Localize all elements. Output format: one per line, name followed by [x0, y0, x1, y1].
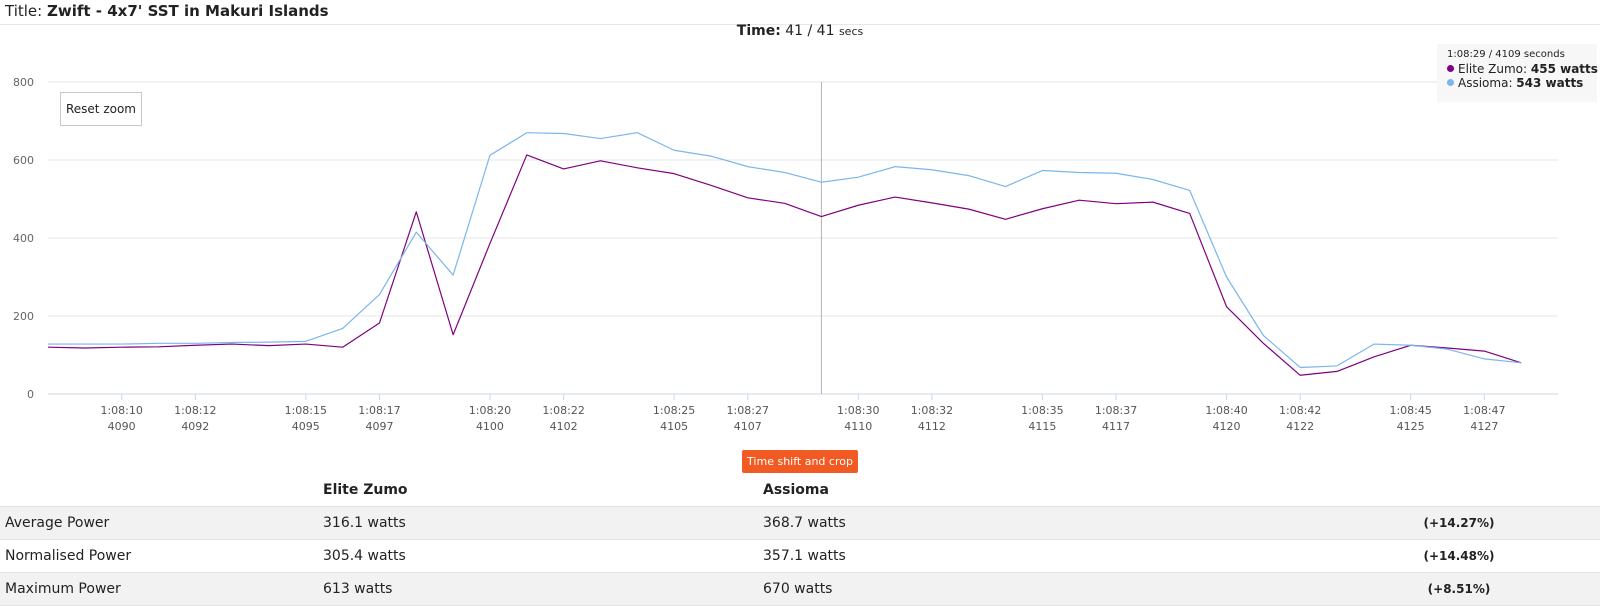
power-chart[interactable]: 0 200 400 600 800 1:08:10 4090 1:08:12 4092 1:08:… [0, 44, 1600, 444]
y-tick-label: 200 [13, 310, 34, 323]
x-tick-time-label: 1:08:27 [727, 404, 769, 417]
x-tick-time-label: 1:08:10 [100, 404, 142, 417]
stats-table: Elite Zumo Assioma Average Power 316.1 w… [0, 474, 1600, 606]
x-tick-time-label: 1:08:17 [358, 404, 400, 417]
x-tick-seconds-label: 4092 [181, 420, 209, 433]
legend-dot-icon [1447, 79, 1454, 86]
x-tick-time-label: 1:08:30 [837, 404, 879, 417]
x-tick-time-label: 1:08:22 [542, 404, 584, 417]
stat-value-b: 670 watts [758, 572, 1318, 606]
stat-delta: (+14.27%) [1318, 506, 1600, 540]
x-tick-time-label: 1:08:35 [1021, 404, 1063, 417]
stats-row: Average Power 316.1 watts 368.7 watts (+… [0, 506, 1600, 540]
x-tick-time-label: 1:08:20 [469, 404, 511, 417]
x-tick-time-label: 1:08:47 [1463, 404, 1505, 417]
tooltip-series-value: 455 watts [1530, 62, 1598, 76]
x-tick-seconds-label: 4102 [550, 420, 578, 433]
x-tick-seconds-label: 4125 [1397, 420, 1425, 433]
stats-header-cell [1318, 474, 1600, 507]
series-line-assioma [48, 132, 1522, 369]
chart-tooltip: 1:08:29 / 4109 seconds Elite Zumo: 455 w… [1437, 44, 1598, 102]
tooltip-row-zumo: Elite Zumo: 455 watts [1447, 62, 1598, 76]
x-tick-seconds-label: 4100 [476, 420, 504, 433]
x-tick-seconds-label: 4122 [1286, 420, 1314, 433]
x-tick-seconds-label: 4127 [1470, 420, 1498, 433]
x-tick-seconds-label: 4112 [918, 420, 946, 433]
stats-header-cell: Elite Zumo [323, 482, 408, 498]
x-tick-time-label: 1:08:42 [1279, 404, 1321, 417]
x-tick-seconds-label: 4097 [365, 420, 393, 433]
x-tick-time-label: 1:08:32 [911, 404, 953, 417]
stat-value-a: 613 watts [318, 572, 758, 606]
stats-header-cell [0, 474, 318, 507]
time-value: 41 / 41 [785, 23, 835, 39]
x-tick-seconds-label: 4095 [292, 420, 320, 433]
stat-label: Average Power [0, 506, 318, 540]
page-title: Zwift - 4x7' SST in Makuri Islands [46, 2, 329, 20]
x-tick-time-label: 1:08:12 [174, 404, 216, 417]
x-tick-seconds-label: 4105 [660, 420, 688, 433]
stat-label: Normalised Power [5, 548, 132, 564]
x-tick-time-label: 1:08:37 [1095, 404, 1137, 417]
y-tick-label: 400 [13, 232, 34, 245]
tooltip-series-name: Elite Zumo [1458, 62, 1524, 76]
legend-dot-icon [1447, 65, 1454, 72]
stat-value-a: 316.1 watts [318, 506, 758, 540]
time-label: Time: [736, 23, 781, 39]
tooltip-header: 1:08:29 / 4109 seconds [1447, 49, 1565, 60]
x-tick-seconds-label: 4090 [108, 420, 136, 433]
stats-row: Normalised Power 305.4 watts 357.1 watts… [0, 540, 1600, 573]
x-tick-seconds-label: 4115 [1028, 420, 1056, 433]
x-tick-time-label: 1:08:45 [1389, 404, 1431, 417]
y-tick-label: 600 [13, 154, 34, 167]
x-tick-time-label: 1:08:15 [285, 404, 327, 417]
y-tick-label: 800 [13, 76, 34, 89]
tooltip-row-assioma: Assioma: 543 watts [1447, 76, 1587, 90]
stat-value-a: 305.4 watts [323, 548, 406, 564]
stat-delta: (+14.48%) [1423, 549, 1495, 563]
title-label: Title: [5, 2, 43, 20]
x-tick-time-label: 1:08:40 [1205, 404, 1247, 417]
stat-delta: (+8.51%) [1318, 572, 1600, 606]
tooltip-series-name: Assioma [1458, 76, 1509, 90]
x-tick-time-label: 1:08:25 [653, 404, 695, 417]
title-row: Title: Zwift - 4x7' SST in Makuri Island… [5, 2, 329, 20]
stats-header-row: Elite Zumo Assioma [0, 474, 1600, 507]
stat-label: Maximum Power [0, 572, 318, 606]
time-unit: secs [838, 25, 864, 38]
stats-header-cell: Assioma [763, 482, 829, 498]
stat-value-b: 357.1 watts [763, 548, 846, 564]
header-divider [0, 24, 1600, 25]
stat-value-b: 368.7 watts [758, 506, 1318, 540]
x-tick-seconds-label: 4110 [844, 420, 872, 433]
reset-zoom-button[interactable]: Reset zoom [60, 92, 142, 126]
time-readout: Time: 41 / 41 secs [0, 23, 1600, 39]
x-tick-seconds-label: 4117 [1102, 420, 1130, 433]
x-tick-seconds-label: 4107 [734, 420, 762, 433]
y-tick-label: 0 [27, 388, 34, 401]
x-tick-seconds-label: 4120 [1213, 420, 1241, 433]
time-shift-crop-button[interactable]: Time shift and crop [742, 450, 858, 473]
series-line-elite-zumo [47, 154, 1522, 376]
stats-row: Maximum Power 613 watts 670 watts (+8.51… [0, 572, 1600, 606]
tooltip-series-value: 543 watts [1516, 76, 1584, 90]
